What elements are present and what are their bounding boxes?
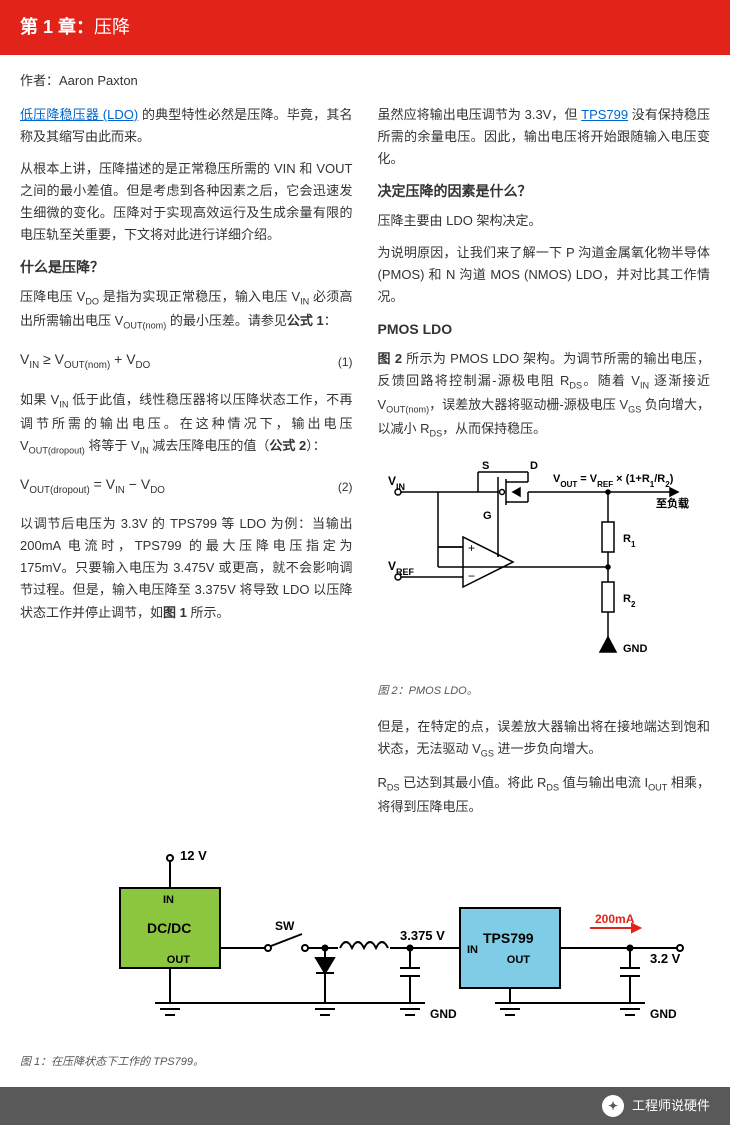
right-p2: 压降主要由 LDO 架构决定。 [378,210,711,232]
figure-1: 12 V IN DC/DC OUT SW 3.375 V IN TPS799 O… [20,848,710,1072]
right-column: 虽然应将输出电压调节为 3.3V，但 TPS799 没有保持稳压所需的余量电压。… [378,104,711,829]
section-factors: 决定压降的因素是什么？ [378,180,711,204]
svg-text:+: + [468,541,475,555]
fig1-gnd2: GND [650,1007,677,1021]
right-p5: 但是，在特定的点，误差放大器输出将在接地端达到饱和状态，无法驱动 VGS 进一步… [378,716,711,762]
footer-text: 工程师说硬件 [632,1095,710,1117]
fig1-tps: TPS799 [483,930,534,946]
fig1-gnd1: GND [430,1007,457,1021]
footer-bar: ✦ 工程师说硬件 [0,1087,730,1125]
block-diagram: 12 V IN DC/DC OUT SW 3.375 V IN TPS799 O… [20,848,710,1038]
paragraph-4: 如果 VIN 低于此值，线性稳压器将以压降状态工作，不再调节所需的输出电压。在这… [20,389,353,459]
ldo-link[interactable]: 低压降稳压器 (LDO) [20,107,138,122]
paragraph-2: 从根本上讲，压降描述的是正常稳压所需的 VIN 和 VOUT 之间的最小差值。但… [20,158,353,246]
chapter-header: 第 1 章：压降 [0,0,730,55]
fig1-iout: 200mA [595,912,635,926]
intro-paragraph: 低压降稳压器 (LDO) 的典型特性必然是压降。毕竟，其名称及其缩写由此而来。 [20,104,353,148]
fig1-vout: 3.2 V [650,951,681,966]
fig1-vmid: 3.375 V [400,928,445,943]
fig2-g-label: G [483,510,492,522]
right-p1: 虽然应将输出电压调节为 3.3V，但 TPS799 没有保持稳压所需的余量电压。… [378,104,711,170]
tps799-link[interactable]: TPS799 [581,107,628,122]
equation-2: VOUT(dropout) = VIN − VDO (2) [20,473,353,499]
fig1-12v: 12 V [180,848,207,863]
content: 作者：Aaron Paxton 低压降稳压器 (LDO) 的典型特性必然是压降。… [0,55,730,1087]
svg-text:−: − [468,569,475,583]
fig2-vout-label: VOUT = VREF × (1+R1/R2) [553,473,674,489]
fig1-out2: OUT [507,954,531,966]
fig2-r2-label: R2 [623,593,636,609]
author-name: Aaron Paxton [59,73,138,88]
right-p3: 为说明原因，让我们来了解一下 P 沟道金属氧化物半导体 (PMOS) 和 N 沟… [378,242,711,308]
figure-2-caption: 图 2：PMOS LDO。 [378,682,711,701]
chapter-title: 压降 [94,17,130,37]
fig1-in2: IN [467,944,478,956]
paragraph-5: 以调节后电压为 3.3V 的 TPS799 等 LDO 为例：当输出 200mA… [20,513,353,623]
author-label: 作者： [20,73,59,88]
fig2-vref-label: VREF [388,559,415,577]
section-pmos: PMOS LDO [378,318,711,342]
fig1-sw: SW [275,919,295,933]
author-line: 作者：Aaron Paxton [20,70,710,92]
two-column-layout: 低压降稳压器 (LDO) 的典型特性必然是压降。毕竟，其名称及其缩写由此而来。 … [20,104,710,829]
left-column: 低压降稳压器 (LDO) 的典型特性必然是压降。毕竟，其名称及其缩写由此而来。 … [20,104,353,829]
right-p4: 图 2 所示为 PMOS LDO 架构。为调节所需的输出电压，反馈回路将控制漏-… [378,348,711,442]
fig2-r1-label: R1 [623,533,636,549]
fig2-toload-label: 至负载 [656,496,689,510]
figure-1-caption: 图 1：在压降状态下工作的 TPS799。 [20,1053,710,1072]
fig2-s-label: S [482,460,489,472]
fig2-d-label: D [530,460,538,472]
fig1-in1: IN [163,894,174,906]
right-p6: RDS 已达到其最小值。将此 RDS 值与输出电流 IOUT 相乘，将得到压降电… [378,772,711,818]
wechat-icon: ✦ [602,1095,624,1117]
fig2-vin-label: VIN [388,474,405,492]
figure-2: + − [378,457,711,701]
pmos-schematic: + − [378,457,698,667]
fig1-out1: OUT [167,954,191,966]
equation-1: VIN ≥ VOUT(nom) + VDO (1) [20,348,353,374]
paragraph-3: 压降电压 VDO 是指为实现正常稳压，输入电压 VIN 必须高出所需输出电压 V… [20,286,353,334]
fig1-dcdc: DC/DC [147,920,191,936]
section-what-is-dropout: 什么是压降？ [20,256,353,280]
fig2-gnd-label: GND [623,643,648,655]
chapter-prefix: 第 1 章： [20,17,94,37]
